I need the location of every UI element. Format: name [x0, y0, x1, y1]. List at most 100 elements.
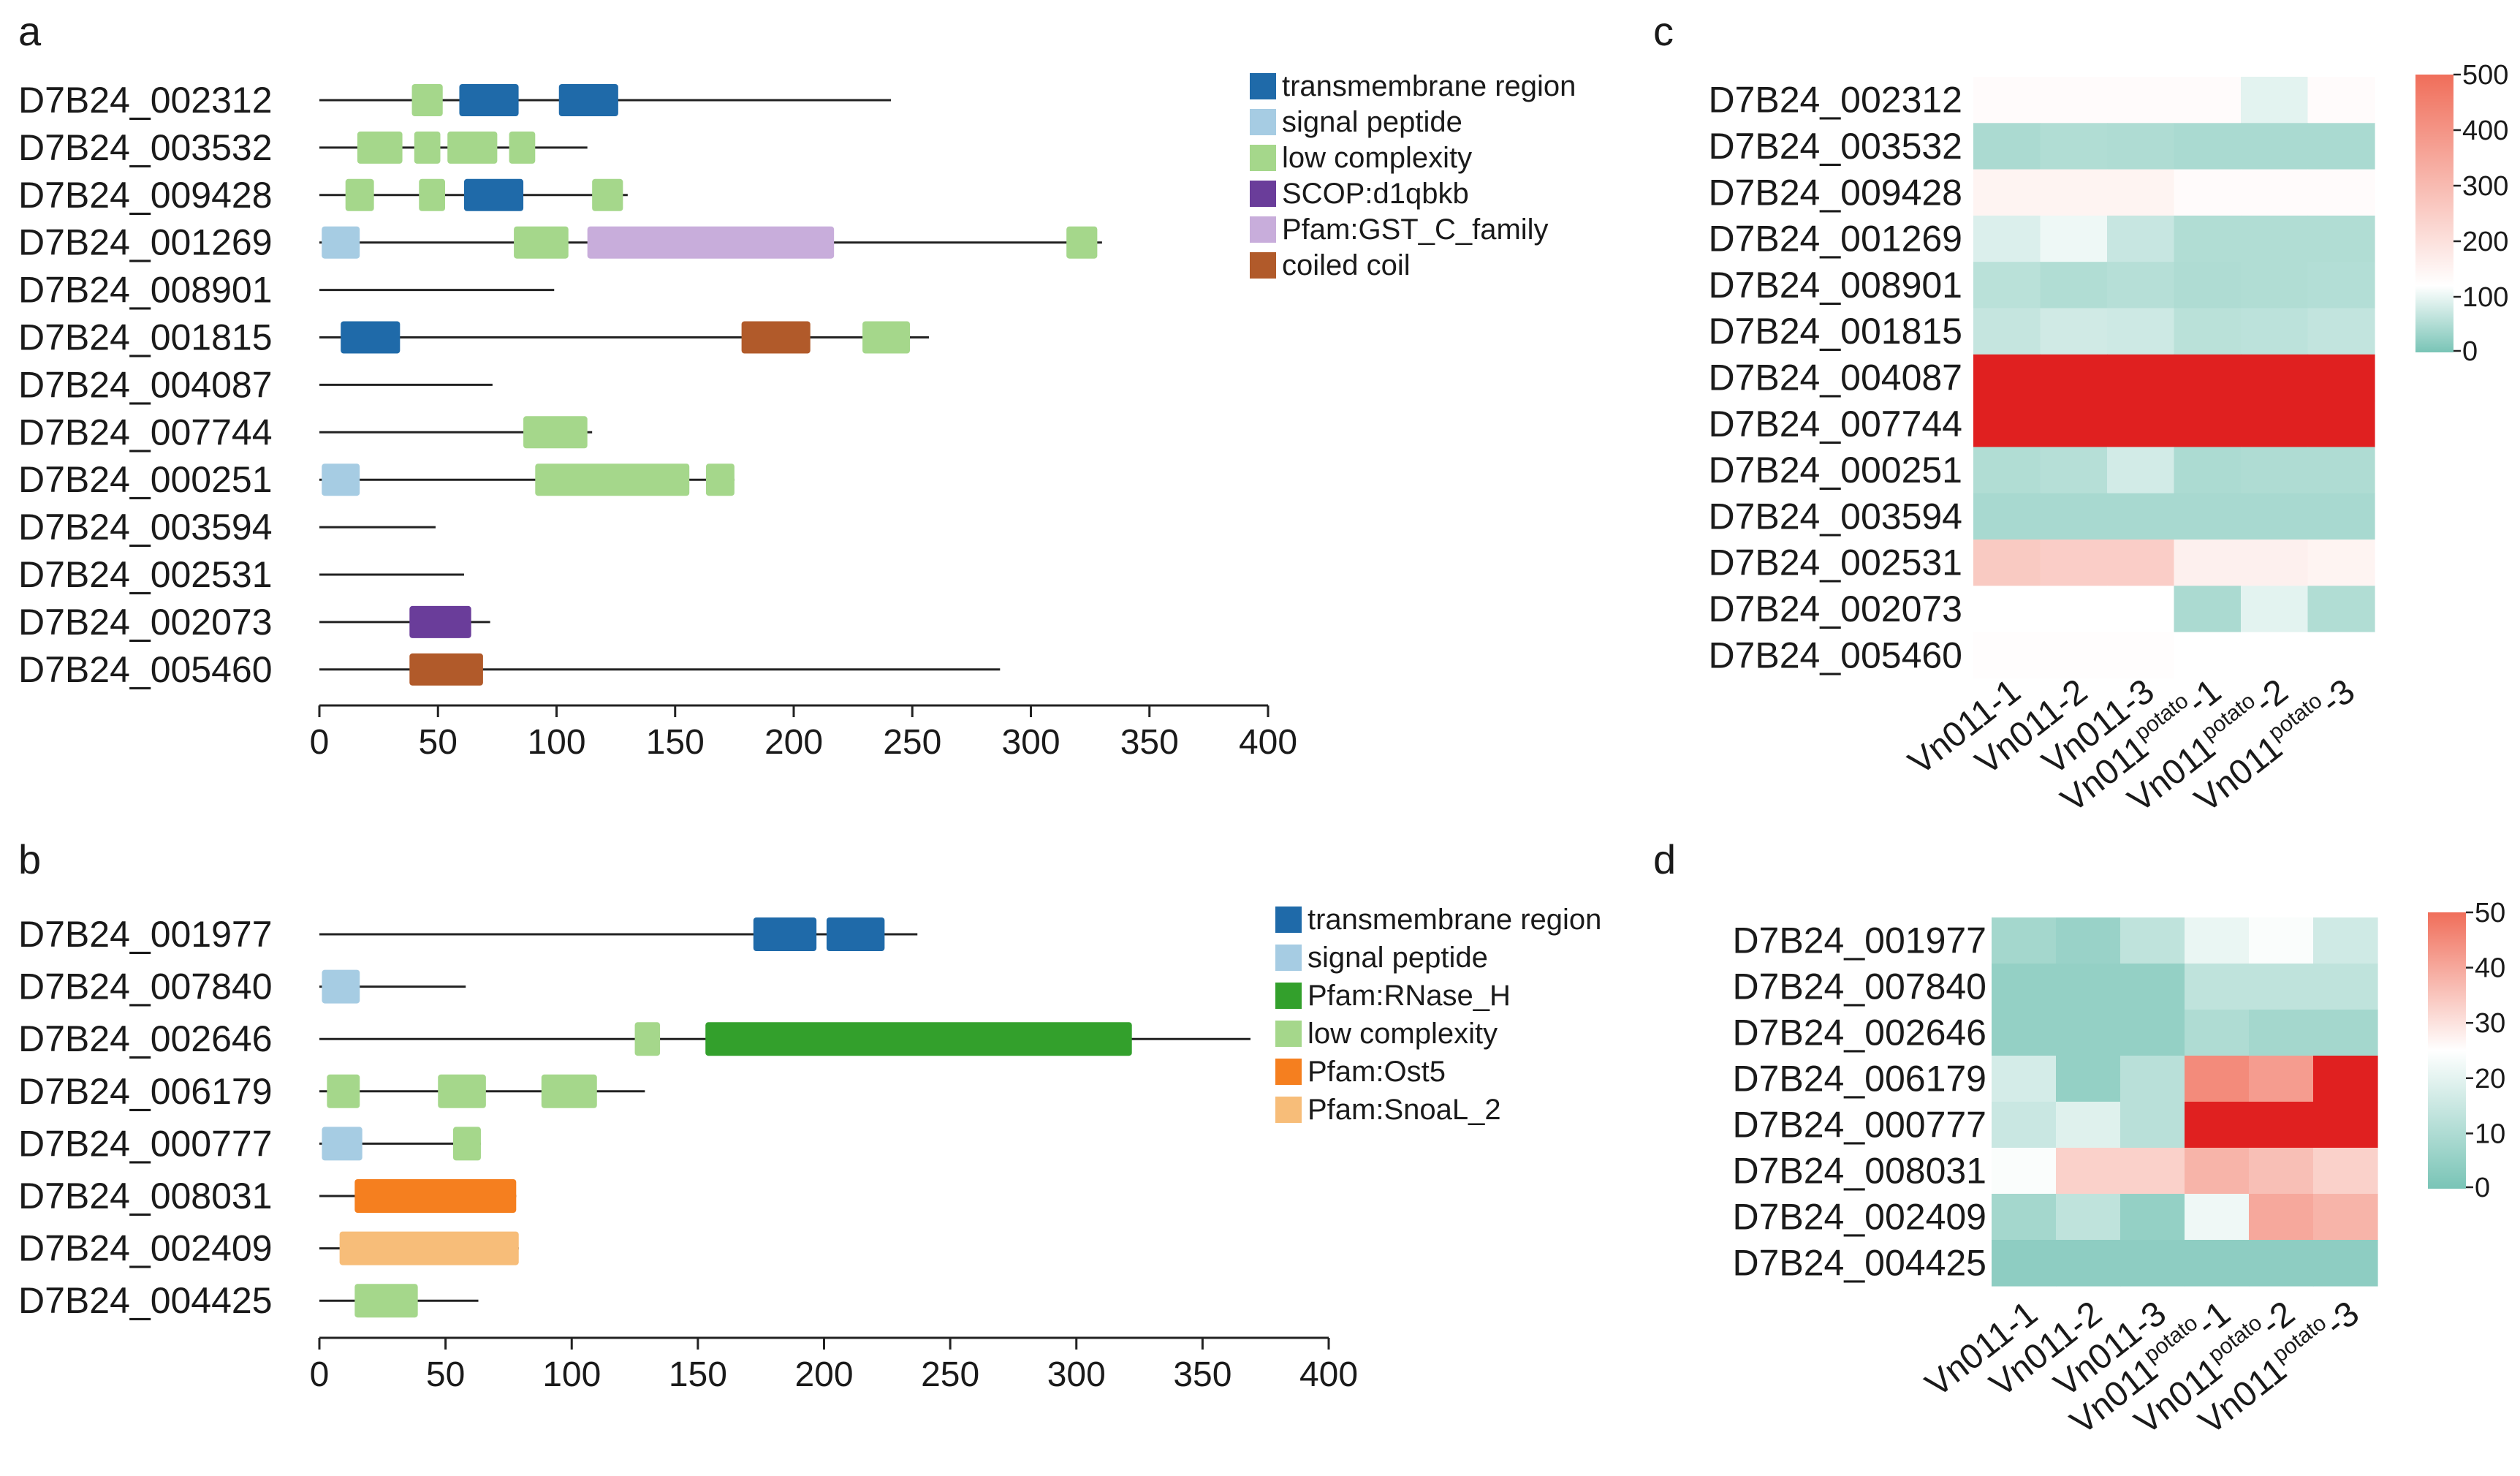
heatmap-cell	[2241, 632, 2309, 679]
heatmap-cell	[2249, 917, 2314, 964]
legend-swatch-gst	[1250, 216, 1276, 243]
colorbar-tick-label: 500	[2462, 60, 2508, 91]
heatmap-cell	[2040, 540, 2108, 586]
legend-label: transmembrane region	[1308, 904, 1601, 936]
heatmap-cell	[2107, 586, 2175, 633]
domain-scop	[409, 605, 471, 638]
heatmap-cell	[2040, 493, 2108, 540]
heatmap-cell	[2174, 540, 2242, 586]
domain-lc	[592, 178, 623, 211]
legend-swatch-tm	[1275, 907, 1302, 933]
row-label: D7B24_001269	[1708, 219, 1962, 260]
domain-snoal	[339, 1231, 519, 1265]
panel-letter: b	[18, 836, 41, 882]
heatmap-cell	[2056, 1010, 2121, 1056]
heatmap-cell	[2307, 169, 2375, 216]
heatmap-cell	[2107, 401, 2175, 447]
gene-label: D7B24_007840	[18, 966, 273, 1007]
heatmap-cell	[2174, 123, 2242, 170]
gene-row: D7B24_001977	[18, 914, 918, 955]
heatmap-cell	[2249, 964, 2314, 1010]
heatmap-cell	[2241, 169, 2309, 216]
heatmap-cell	[2120, 964, 2185, 1010]
colorbar-tick-label: 400	[2462, 116, 2508, 146]
x-tick-label: 250	[883, 723, 941, 762]
heatmap-cell	[1992, 964, 2057, 1010]
legend-swatch-rnase	[1275, 983, 1302, 1009]
gene-label: D7B24_004087	[18, 364, 273, 405]
heatmap-cell	[2313, 917, 2378, 964]
row-label: D7B24_000251	[1708, 450, 1962, 491]
heatmap-cell	[1992, 1102, 2057, 1148]
gene-label: D7B24_001815	[18, 317, 273, 358]
heatmap-cell	[2241, 586, 2309, 633]
heatmap-cell	[2185, 1194, 2250, 1241]
legend-swatch-cc	[1250, 252, 1276, 279]
gene-row: D7B24_006179	[18, 1071, 645, 1112]
legend-swatch-lc	[1250, 145, 1276, 171]
domain-ost5	[354, 1179, 517, 1213]
heatmap-cell	[2107, 632, 2175, 679]
x-tick-label: 50	[419, 723, 458, 762]
heatmap-cell	[1992, 917, 2057, 964]
heatmap-cell	[1973, 169, 2041, 216]
heatmap-cell	[2307, 123, 2375, 170]
gene-row: D7B24_007744	[18, 412, 593, 453]
column-suffix: -3	[2314, 672, 2362, 722]
row-label: D7B24_004087	[1708, 357, 1962, 398]
heatmap-cell	[2040, 354, 2108, 401]
legend-swatch-scop	[1250, 181, 1276, 207]
row-label: D7B24_006179	[1732, 1059, 1986, 1100]
heatmap-cell	[2107, 262, 2175, 309]
row-label: D7B24_004425	[1732, 1243, 1986, 1284]
heatmap-cell	[2120, 1194, 2185, 1241]
gene-label: D7B24_008031	[18, 1176, 273, 1216]
heatmap-cell	[2040, 586, 2108, 633]
legend-swatch-snoal	[1275, 1097, 1302, 1123]
panel-a: a D7B24_002312 D7B24_003532 D7B24_009428 D7B…	[18, 8, 1576, 762]
gene-label: D7B24_008901	[18, 270, 273, 311]
heatmap-cell	[2307, 77, 2375, 124]
x-axis: 0 50 100 150 200 250 300 350 400	[310, 1336, 1358, 1394]
heatmap-cell	[2120, 1102, 2185, 1148]
heatmap-cell	[2185, 1148, 2250, 1195]
row-label: D7B24_008901	[1708, 265, 1962, 306]
heatmap-cell	[2241, 493, 2309, 540]
heatmap-cell	[2241, 308, 2309, 355]
heatmap-cell	[2120, 1056, 2185, 1102]
heatmap-cell	[2174, 493, 2242, 540]
heatmap-cell	[1973, 401, 2041, 447]
heatmap-cell	[2249, 1056, 2314, 1102]
heatmap-cell	[2040, 632, 2108, 679]
gene-row: D7B24_002409	[18, 1228, 519, 1269]
heatmap-cell	[1973, 586, 2041, 633]
gene-row: D7B24_003594	[18, 507, 436, 548]
heatmap-cell	[2307, 540, 2375, 586]
heatmap-cell	[2313, 1148, 2378, 1195]
gene-row: D7B24_008031	[18, 1176, 517, 1216]
heatmap-cell	[2040, 169, 2108, 216]
panel-d: d D7B24_001977 D7B24_007840 D7B24_002646 D7B…	[1653, 836, 2505, 1442]
gene-row: D7B24_008901	[18, 270, 555, 311]
heatmap-cell	[2185, 1056, 2250, 1102]
heatmap-cell	[2307, 447, 2375, 494]
heatmap-cell	[2313, 1010, 2378, 1056]
domain-lc	[509, 131, 536, 164]
colorbar	[2428, 912, 2466, 1189]
colorbar-tick-label: 0	[2475, 1173, 2490, 1203]
panel-letter: c	[1653, 8, 1674, 54]
heatmap-cell	[2040, 401, 2108, 447]
heatmap-cell	[2185, 917, 2250, 964]
gene-row: D7B24_009428	[18, 175, 628, 216]
heatmap-cell	[2107, 308, 2175, 355]
legend-swatch-ost5	[1275, 1059, 1302, 1085]
domain-cc	[409, 653, 483, 686]
heatmap-cell	[2185, 964, 2250, 1010]
heatmap-cell	[1973, 354, 2041, 401]
heatmap-cell	[2313, 1056, 2378, 1102]
gene-label: D7B24_009428	[18, 175, 273, 216]
x-tick-label: 350	[1173, 1355, 1231, 1394]
gene-row: D7B24_007840	[18, 966, 466, 1007]
gene-row: D7B24_005460	[18, 649, 1001, 690]
